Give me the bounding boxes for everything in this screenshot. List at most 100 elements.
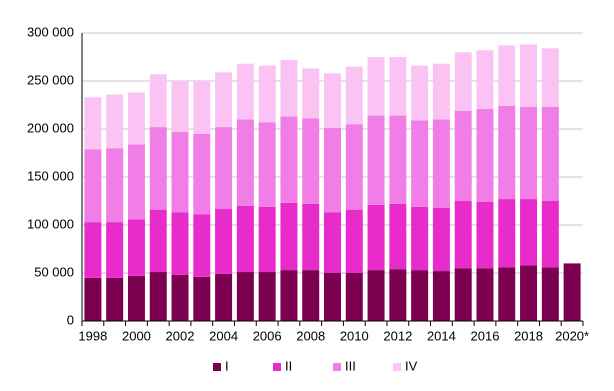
bar-segment — [389, 203, 407, 270]
y-tick-label: 200 000 — [27, 120, 74, 135]
x-tick-label: 2008 — [296, 328, 325, 343]
bar-segment — [171, 131, 189, 213]
bar-segment — [411, 270, 429, 321]
bar-segment — [520, 199, 538, 266]
x-tick-label: 2020* — [555, 328, 589, 343]
bar-segment — [171, 81, 189, 132]
bar-segment — [258, 272, 276, 321]
y-tick-label: 150 000 — [27, 168, 74, 183]
x-tick-label: 2016 — [471, 328, 500, 343]
bar-segment — [127, 92, 145, 145]
bar-segment — [193, 133, 211, 215]
bar-segment — [324, 128, 341, 213]
bar-segment — [389, 57, 407, 116]
bar-segment — [302, 203, 320, 271]
bar-segment — [563, 263, 581, 321]
legend-label: I — [225, 358, 229, 373]
legend-label: III — [345, 358, 356, 373]
x-tick-label: 2014 — [427, 328, 456, 343]
y-tick-label: 250 000 — [27, 72, 74, 87]
bar-segment — [411, 120, 429, 207]
bar-segment — [127, 275, 145, 321]
bar-segment — [367, 204, 385, 271]
bar-segment — [193, 81, 211, 134]
bar-segment — [367, 57, 385, 116]
bar-segment — [432, 119, 450, 208]
bar-segment — [389, 115, 407, 204]
bar-segment — [324, 73, 341, 129]
bar-segment — [258, 206, 276, 273]
legend-label: II — [285, 358, 292, 373]
bar-segment — [520, 265, 538, 321]
legend-swatch — [333, 363, 341, 371]
bar-segment — [106, 148, 124, 223]
bar-segment — [498, 105, 516, 200]
x-tick-label: 2000 — [122, 328, 151, 343]
bar-segment — [302, 270, 320, 321]
bar-segment — [280, 202, 298, 271]
bar-segment — [476, 50, 494, 109]
bar-segment — [541, 48, 559, 107]
legend-label: IV — [405, 358, 418, 373]
bar-segment — [498, 199, 516, 268]
bar-segment — [236, 272, 254, 321]
x-tick-label: 2006 — [253, 328, 282, 343]
bar-segment — [215, 127, 233, 209]
x-tick-label: 2004 — [209, 328, 238, 343]
bar-segment — [84, 97, 102, 150]
bar-segment — [541, 267, 559, 321]
bar-segment — [345, 273, 363, 321]
bar-segment — [84, 222, 102, 278]
bar-segment — [367, 115, 385, 205]
bar-segment — [149, 209, 167, 273]
bar-segment — [280, 270, 298, 321]
bar-segment — [520, 106, 538, 200]
bar-segment — [215, 208, 233, 274]
bar-segment — [302, 118, 320, 204]
bar-segment — [324, 273, 341, 321]
y-tick-label: 50 000 — [34, 264, 74, 279]
bar-segment — [258, 65, 276, 123]
bar-segment — [454, 201, 472, 269]
bar-segment — [171, 212, 189, 275]
bar-segment — [149, 272, 167, 321]
bar-segment — [106, 94, 124, 149]
bar-segment — [541, 201, 559, 268]
bar-segment — [432, 271, 450, 321]
legend-swatch — [213, 363, 221, 371]
bar-segment — [193, 214, 211, 277]
bar-segment — [476, 268, 494, 321]
bar-segment — [498, 267, 516, 321]
bar-segment — [345, 124, 363, 210]
x-tick-label: 2012 — [383, 328, 412, 343]
bar-segment — [454, 110, 472, 201]
bar-segment — [432, 63, 450, 120]
bar-segment — [84, 277, 102, 321]
bar-segment — [127, 144, 145, 220]
bar-segment — [345, 209, 363, 273]
legend-swatch — [273, 363, 281, 371]
y-tick-label: 300 000 — [27, 24, 74, 39]
bar-segment — [106, 222, 124, 278]
bar-segment — [236, 205, 254, 273]
legend-swatch — [393, 363, 401, 371]
bar-segment — [498, 45, 516, 106]
bar-segment — [302, 68, 320, 119]
bar-segment — [345, 66, 363, 125]
bar-segment — [258, 122, 276, 207]
bar-segment — [236, 63, 254, 120]
bar-segment — [324, 212, 341, 273]
x-tick-label: 2002 — [166, 328, 195, 343]
bar-segment — [454, 268, 472, 321]
bar-segment — [149, 74, 167, 128]
y-tick-label: 0 — [67, 312, 74, 327]
bar-segment — [476, 108, 494, 202]
bar-segment — [106, 277, 124, 321]
bar-segment — [171, 274, 189, 321]
bar-segment — [236, 119, 254, 206]
bar-segment — [520, 44, 538, 107]
bar-segment — [476, 201, 494, 269]
bar-segment — [280, 59, 298, 117]
bar-segment — [541, 106, 559, 201]
